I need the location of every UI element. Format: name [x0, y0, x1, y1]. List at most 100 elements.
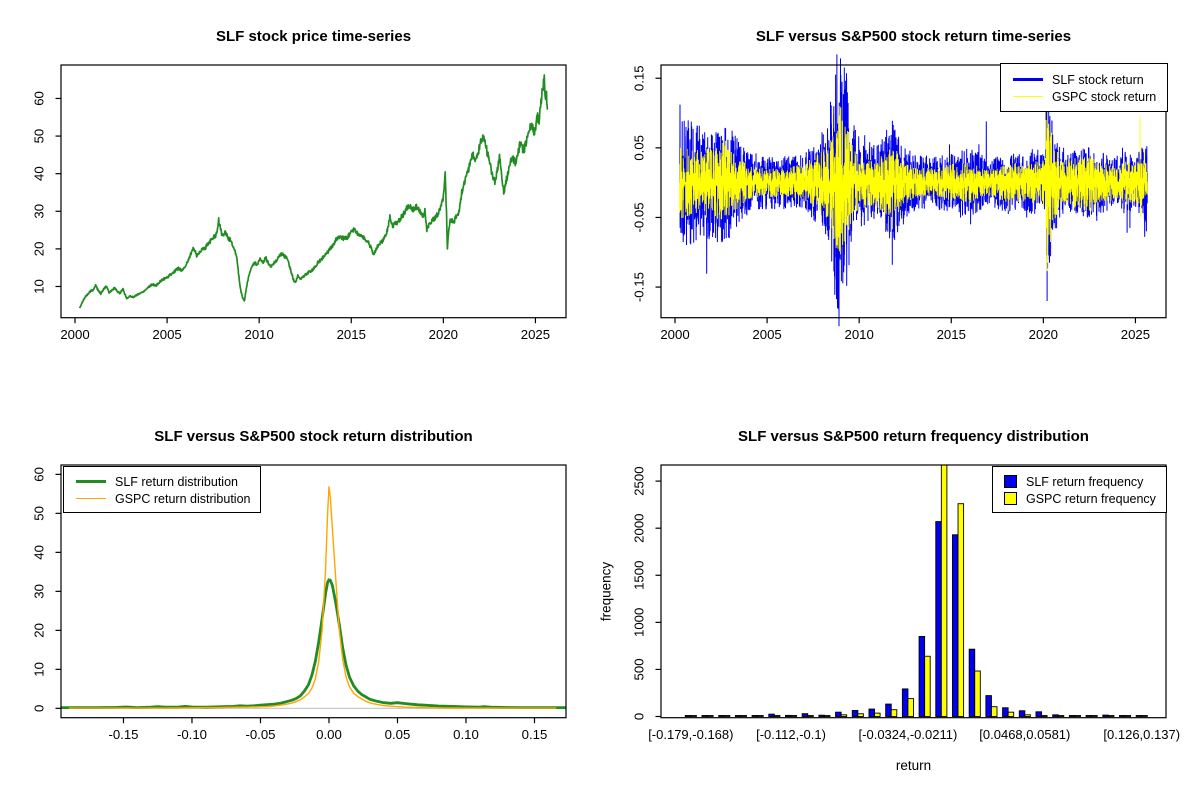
bar-gspc-bin5	[757, 715, 764, 717]
bar-gspc-bin9	[823, 715, 831, 717]
svg-text:-0.15: -0.15	[632, 272, 647, 302]
bar-slf-bin4	[734, 715, 742, 717]
legend-label: SLF return frequency	[1026, 474, 1144, 489]
series-slf-price	[78, 74, 549, 309]
chart-title: SLF stock price time-series	[215, 28, 412, 45]
svg-text:[-0.179,-0.168): [-0.179,-0.168)	[648, 727, 733, 742]
chart-title: SLF versus S&P500 stock return time-seri…	[755, 28, 1072, 45]
series-gspc-return	[679, 106, 1148, 272]
bar-slf-bin20	[1002, 707, 1009, 717]
legend-label: GSPC return distribution	[115, 491, 251, 506]
bar-slf-bin11	[851, 710, 859, 717]
bar-slf-bin8	[801, 713, 809, 717]
bar-gspc-bin23	[1057, 715, 1065, 717]
svg-text:2020: 2020	[429, 327, 458, 342]
bar-gspc-bin22	[1041, 715, 1048, 717]
bar-slf-bin7	[785, 714, 792, 717]
svg-text:30: 30	[32, 204, 47, 219]
legend-item-gspc-frequency: GSPC return frequency	[993, 490, 1166, 507]
bar-slf-bin15	[918, 636, 926, 717]
svg-text:10: 10	[32, 662, 47, 677]
legend-density: SLF return distribution GSPC return dist…	[63, 466, 261, 513]
svg-text:1500: 1500	[632, 561, 647, 590]
plot-frame	[660, 64, 1167, 319]
legend-label: SLF stock return	[1052, 72, 1144, 87]
svg-text:2000: 2000	[60, 327, 89, 342]
bar-slf-bin5	[751, 715, 759, 717]
bar-gspc-bin25	[1091, 715, 1098, 717]
bar-gspc-bin14	[907, 698, 914, 717]
svg-text:0: 0	[32, 705, 47, 712]
svg-text:2015: 2015	[337, 327, 366, 342]
bar-slf-bin14	[901, 688, 909, 717]
svg-text:[0.0468,0.0581): [0.0468,0.0581)	[979, 727, 1070, 742]
bar-slf-bin18	[968, 648, 976, 717]
returns-plot: 2000 2005 2010 2015 2020 2025 -0.15 -0.05 0.05 0.…	[632, 54, 1167, 342]
legend-item-gspc-return: GSPC stock return	[1001, 88, 1167, 105]
svg-text:2015: 2015	[937, 327, 966, 342]
bar-gspc-bin11	[857, 713, 864, 717]
svg-text:40: 40	[32, 545, 47, 560]
svg-text:0.00: 0.00	[316, 727, 342, 742]
bar-gspc-bin4	[740, 715, 747, 717]
bar-slf-bin24	[1068, 715, 1076, 717]
svg-text:10: 10	[32, 279, 47, 294]
bar-gspc-bin28	[1141, 715, 1148, 717]
svg-text:-0.10: -0.10	[177, 727, 207, 742]
svg-text:2025: 2025	[1121, 327, 1150, 342]
svg-text:-0.05: -0.05	[632, 202, 647, 232]
price-plot: 2000 2005 2010 2015 2020 2025 10 20 30 40 50 60	[32, 64, 567, 342]
svg-text:[0.126,0.137): [0.126,0.137)	[1103, 727, 1180, 742]
bar-slf-bin25	[1085, 715, 1093, 717]
bar-gspc-bin13	[890, 709, 898, 717]
svg-text:[-0.112,-0.1): [-0.112,-0.1)	[756, 727, 826, 742]
svg-text:0.05: 0.05	[632, 135, 647, 161]
bar-slf-bin9	[818, 714, 825, 717]
bar-groups	[684, 464, 1148, 717]
svg-text:2000: 2000	[632, 514, 647, 543]
svg-text:-0.15: -0.15	[108, 727, 138, 742]
svg-text:2000: 2000	[660, 327, 689, 342]
bar-gspc-bin6	[773, 715, 781, 717]
slf-line-swatch	[1013, 77, 1043, 82]
svg-text:-0.05: -0.05	[245, 727, 275, 742]
bar-slf-bin10	[835, 711, 842, 717]
y-axis: 0 500 1000 1500 2000 2500	[632, 466, 661, 720]
bar-gspc-bin10	[840, 714, 848, 717]
frequency-plot: [-0.179,-0.168) [-0.112,-0.1) [-0.0324,-0.…	[632, 464, 1180, 742]
y-axis: -0.15 -0.05 0.05 0.15	[632, 65, 661, 302]
svg-text:2010: 2010	[844, 327, 873, 342]
x-axis: -0.15 -0.10 -0.05 0.00 0.05 0.10 0.15	[108, 717, 547, 742]
bar-gspc-bin2	[707, 715, 714, 717]
svg-text:60: 60	[32, 467, 47, 482]
series-gspc-density	[68, 486, 557, 709]
svg-text:0.15: 0.15	[632, 65, 647, 91]
legend-item-slf-frequency: SLF return frequency	[993, 473, 1166, 490]
x-axis-label: return	[895, 758, 932, 773]
svg-text:0.05: 0.05	[385, 727, 411, 742]
bar-slf-bin3	[718, 715, 725, 717]
bar-gspc-bin1	[690, 715, 697, 717]
bar-slf-bin16	[935, 521, 942, 717]
bar-gspc-bin21	[1024, 714, 1031, 717]
bar-slf-bin22	[1035, 711, 1042, 717]
bar-slf-bin13	[885, 703, 892, 717]
bar-slf-bin17	[952, 534, 959, 717]
x-axis: [-0.179,-0.168) [-0.112,-0.1) [-0.0324,-0.…	[648, 727, 1180, 742]
bar-slf-bin1	[684, 715, 692, 717]
svg-text:50: 50	[32, 506, 47, 521]
svg-text:20: 20	[32, 242, 47, 257]
legend-item-slf-return: SLF stock return	[1001, 71, 1167, 88]
svg-text:[-0.0324,-0.0211): [-0.0324,-0.0211)	[859, 727, 958, 742]
svg-text:20: 20	[32, 623, 47, 638]
x-axis: 2000 2005 2010 2015 2020 2025	[60, 317, 550, 342]
x-axis: 2000 2005 2010 2015 2020 2025	[660, 317, 1150, 342]
bar-gspc-bin24	[1074, 715, 1081, 717]
legend-item-slf-distribution: SLF return distribution	[64, 473, 260, 490]
bar-gspc-bin20	[1007, 711, 1015, 717]
bar-slf-bin21	[1018, 710, 1026, 717]
plot-frame	[660, 464, 1167, 719]
bar-gspc-bin27	[1124, 715, 1132, 717]
svg-text:2020: 2020	[1029, 327, 1058, 342]
